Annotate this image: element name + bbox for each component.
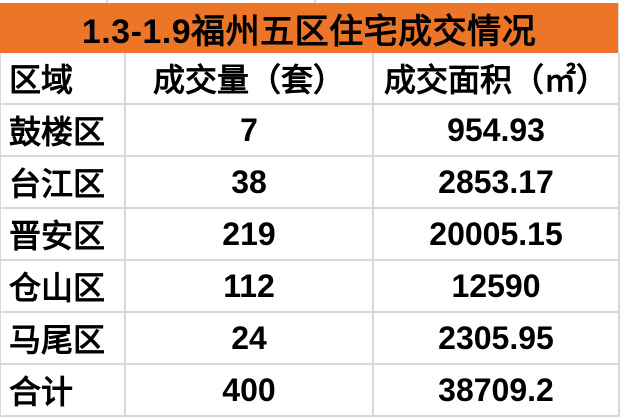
cell-units[interactable]: 112: [126, 261, 374, 313]
cell-units[interactable]: 24: [126, 313, 374, 365]
data-table: 区域 成交量（套） 成交面积（㎡） 鼓楼区 7 954.93 台江区 38 28…: [0, 53, 620, 417]
cell-units-total[interactable]: 400: [126, 365, 374, 417]
cell-area[interactable]: 2305.95: [374, 313, 620, 365]
gridline-tick: [314, 0, 316, 3]
cell-area[interactable]: 2853.17: [374, 157, 620, 209]
cell-area[interactable]: 954.93: [374, 105, 620, 157]
header-cell-region[interactable]: 区域: [1, 53, 126, 105]
cell-units[interactable]: 219: [126, 209, 374, 261]
cell-units[interactable]: 38: [126, 157, 374, 209]
header-cell-volume[interactable]: 成交量（套）: [126, 53, 374, 105]
cell-area[interactable]: 12590: [374, 261, 620, 313]
header-cell-area[interactable]: 成交面积（㎡）: [374, 53, 620, 105]
table-title-cell[interactable]: 1.3-1.9福州五区住宅成交情况: [0, 3, 619, 53]
gridline-tick: [106, 0, 108, 3]
cell-region-total[interactable]: 合计: [1, 365, 126, 417]
cell-units[interactable]: 7: [126, 105, 374, 157]
cell-region[interactable]: 晋安区: [1, 209, 126, 261]
cell-region[interactable]: 仓山区: [1, 261, 126, 313]
cell-region[interactable]: 马尾区: [1, 313, 126, 365]
sheet-top-strip: [0, 0, 619, 3]
cell-area[interactable]: 20005.15: [374, 209, 620, 261]
cell-region[interactable]: 鼓楼区: [1, 105, 126, 157]
table-title: 1.3-1.9福州五区住宅成交情况: [81, 12, 537, 51]
cell-area-total[interactable]: 38709.2: [374, 365, 620, 417]
cell-region[interactable]: 台江区: [1, 157, 126, 209]
